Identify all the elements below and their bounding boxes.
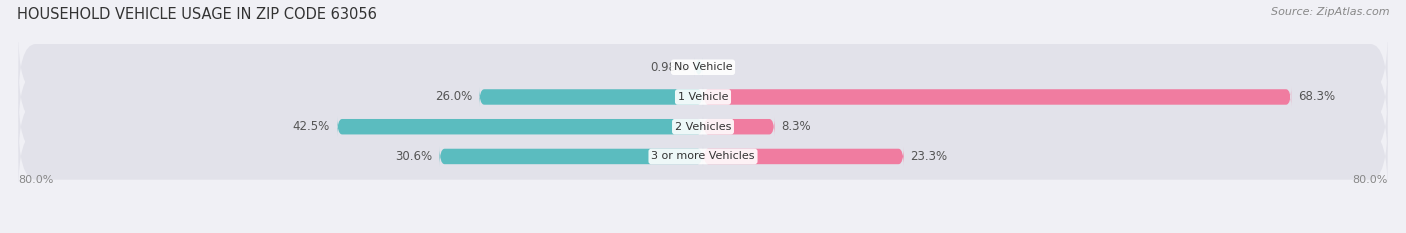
FancyBboxPatch shape (337, 116, 703, 137)
Text: No Vehicle: No Vehicle (673, 62, 733, 72)
Text: Source: ZipAtlas.com: Source: ZipAtlas.com (1271, 7, 1389, 17)
FancyBboxPatch shape (18, 120, 1388, 193)
Text: HOUSEHOLD VEHICLE USAGE IN ZIP CODE 63056: HOUSEHOLD VEHICLE USAGE IN ZIP CODE 6305… (17, 7, 377, 22)
Text: 3 or more Vehicles: 3 or more Vehicles (651, 151, 755, 161)
FancyBboxPatch shape (440, 146, 703, 167)
Text: 68.3%: 68.3% (1298, 90, 1336, 103)
Text: 23.3%: 23.3% (911, 150, 948, 163)
FancyBboxPatch shape (703, 87, 1291, 107)
FancyBboxPatch shape (695, 57, 703, 77)
FancyBboxPatch shape (703, 146, 904, 167)
FancyBboxPatch shape (479, 87, 703, 107)
FancyBboxPatch shape (703, 116, 775, 137)
FancyBboxPatch shape (18, 31, 1388, 103)
Text: 1 Vehicle: 1 Vehicle (678, 92, 728, 102)
Text: 42.5%: 42.5% (292, 120, 330, 133)
Text: 26.0%: 26.0% (434, 90, 472, 103)
Text: 80.0%: 80.0% (18, 175, 53, 185)
Text: 30.6%: 30.6% (395, 150, 433, 163)
Text: 8.3%: 8.3% (782, 120, 811, 133)
Text: 0.98%: 0.98% (651, 61, 688, 74)
Text: 80.0%: 80.0% (1353, 175, 1388, 185)
FancyBboxPatch shape (18, 61, 1388, 133)
FancyBboxPatch shape (18, 90, 1388, 163)
Text: 2 Vehicles: 2 Vehicles (675, 122, 731, 132)
